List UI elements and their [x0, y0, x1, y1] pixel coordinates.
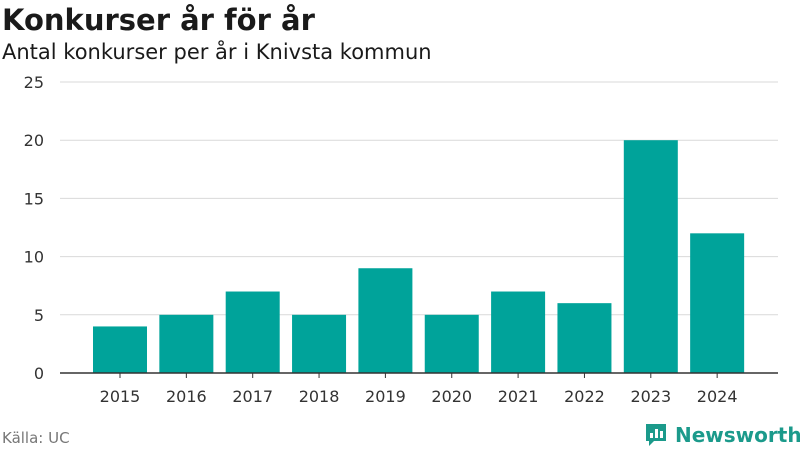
bar-2022 [557, 303, 612, 373]
x-tick-label: 2017 [232, 387, 273, 406]
brand-logo: Newsworthy [645, 420, 800, 450]
axes: 0 5 10 15 20 25 2015 2016 2017 2018 2019 2020 2021 20… [24, 73, 778, 406]
bar-2018 [292, 314, 347, 373]
newsworthy-logo-icon [646, 424, 666, 446]
y-tick-label: 15 [24, 189, 44, 208]
y-tick-label: 10 [24, 248, 44, 267]
bar-2023 [623, 140, 678, 373]
bar-2015 [93, 326, 147, 373]
chart-subtitle: Antal konkurser per år i Knivsta kommun [2, 40, 432, 64]
bar-2017 [225, 291, 280, 373]
chart-title: Konkurser år för år [2, 3, 315, 37]
y-tick-label: 5 [34, 306, 44, 325]
y-tick-label: 0 [34, 364, 44, 383]
x-tick-label: 2015 [100, 387, 141, 406]
y-tick-label: 20 [24, 131, 44, 150]
x-tick-label: 2022 [564, 387, 605, 406]
bar-2016 [159, 314, 214, 373]
x-tick-label: 2024 [697, 387, 738, 406]
x-tick-label: 2020 [431, 387, 472, 406]
x-tick-label: 2016 [166, 387, 207, 406]
bars [93, 140, 745, 373]
bar-2024 [690, 233, 745, 373]
x-tick-label: 2021 [498, 387, 539, 406]
x-tick-label: 2018 [299, 387, 340, 406]
x-tick-label: 2019 [365, 387, 406, 406]
bar-chart: 0 5 10 15 20 25 2015 2016 2017 2018 2019 2020 2021 20… [24, 73, 778, 406]
bar-2019 [358, 268, 413, 373]
brand-name: Newsworthy [675, 423, 800, 447]
bar-2021 [491, 291, 546, 373]
source-note: Källa: UC [2, 429, 70, 447]
bar-2020 [424, 314, 479, 373]
x-tick-label: 2023 [630, 387, 671, 406]
y-tick-label: 25 [24, 73, 44, 92]
